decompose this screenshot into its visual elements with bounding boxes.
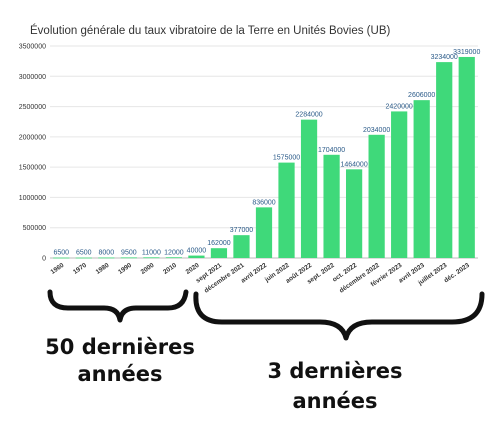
y-tick-label: 3500000 <box>19 44 46 51</box>
bar <box>345 169 363 258</box>
data-label: 11000 <box>142 249 161 256</box>
data-label: 2034000 <box>363 127 390 134</box>
bar <box>458 56 475 259</box>
y-tick-label: 1500000 <box>19 165 46 172</box>
data-label: 3234000 <box>431 54 458 61</box>
data-label: 836000 <box>252 199 275 206</box>
x-tick-label: 1990 <box>117 262 133 276</box>
bar <box>165 257 183 259</box>
bar <box>210 248 228 258</box>
bar <box>300 119 318 259</box>
y-tick-label: 0 <box>42 256 46 263</box>
data-label: 1704000 <box>318 147 345 154</box>
data-label: 2284000 <box>295 112 322 119</box>
data-labels: 6500 6500 8000 9500 11000 12000 40000162000377… <box>53 49 480 257</box>
bar <box>233 235 250 258</box>
y-tick-label: 2000000 <box>19 134 46 141</box>
bar <box>255 207 273 258</box>
y-axis-ticks: 0 500000 1000000 1500000 2000000 2500000 30000… <box>19 44 46 263</box>
bar <box>120 257 137 259</box>
data-label: 3319000 <box>453 49 480 56</box>
bars <box>53 56 475 259</box>
bar <box>323 154 340 258</box>
x-tick-label: 2020 <box>185 262 201 276</box>
bar <box>75 257 92 259</box>
grid <box>50 45 478 259</box>
bar <box>98 257 115 259</box>
bar <box>188 255 205 258</box>
y-tick-label: 3000000 <box>19 74 46 81</box>
data-label: 2606000 <box>408 92 435 99</box>
x-tick-label: 2010 <box>162 262 178 276</box>
data-label: 162000 <box>207 240 230 247</box>
bar <box>413 100 430 259</box>
chart-title: Évolution générale du taux vibratoire de… <box>30 24 390 37</box>
data-label: 9500 <box>121 249 137 256</box>
x-tick-label: 1980 <box>95 262 111 276</box>
data-label: 6500 <box>76 250 92 257</box>
annotation-right: 3 dernières années <box>267 359 402 413</box>
left-brace <box>47 289 189 323</box>
x-tick-label: déc. 2023 <box>443 262 471 285</box>
data-label: 1464000 <box>340 161 367 168</box>
bar <box>143 257 160 259</box>
annotation-left: 50 dernières années <box>45 335 195 386</box>
data-label: 40000 <box>187 248 207 255</box>
x-tick-label: 2000 <box>140 262 156 276</box>
bar <box>278 162 295 258</box>
y-tick-label: 2500000 <box>19 104 46 111</box>
x-tick-label: 1970 <box>72 262 88 276</box>
data-label: 12000 <box>164 249 184 256</box>
data-label: 2420000 <box>386 103 413 110</box>
bar <box>368 134 385 258</box>
bar <box>53 257 70 259</box>
bar <box>391 111 408 258</box>
right-brace <box>193 291 485 341</box>
y-tick-label: 500000 <box>23 225 46 232</box>
data-label: 6500 <box>53 250 69 257</box>
x-tick-label: avril 2022 <box>240 262 269 285</box>
data-label: 1575000 <box>273 155 300 162</box>
data-label: 8000 <box>99 250 115 257</box>
data-label: 377000 <box>230 227 253 234</box>
x-tick-label: 1960 <box>50 262 66 276</box>
y-tick-label: 1000000 <box>19 195 46 202</box>
bar <box>436 62 453 258</box>
